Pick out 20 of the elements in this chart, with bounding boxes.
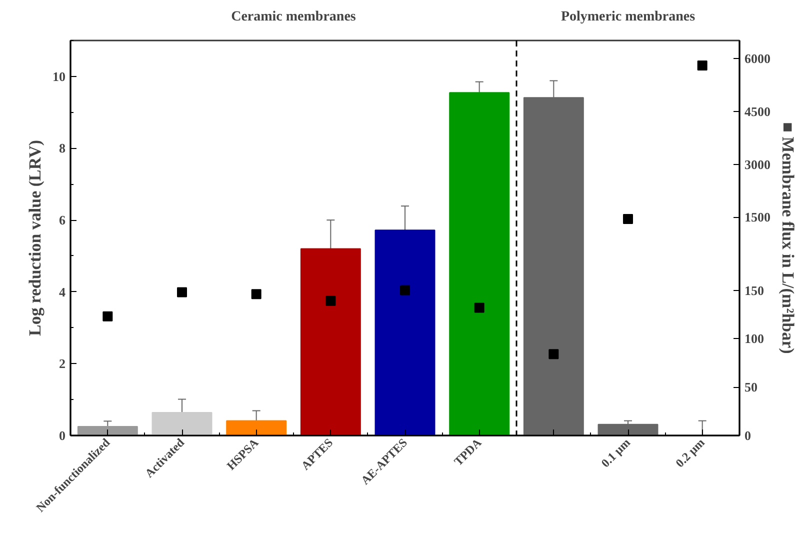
- y2-tick-label: 50: [744, 380, 758, 395]
- text: Polymeric membranes: [560, 10, 696, 24]
- y-tick-label: 2: [59, 356, 66, 372]
- y2-tick-label: 100: [744, 331, 764, 346]
- y3-tick-label: 3000: [744, 156, 770, 172]
- y-tick-label: 8: [59, 140, 66, 156]
- y2-axis-title: ■ Membrane flux in L/(m²hbar): [778, 122, 798, 354]
- y3-tick-label: 1500: [744, 210, 770, 225]
- y2-tick-label: 0: [744, 428, 751, 443]
- y-tick-label: 10: [52, 68, 66, 84]
- y-tick-label: 4: [59, 284, 66, 300]
- y-tick-label: 6: [59, 212, 66, 228]
- text: Ceramic membranes: [231, 10, 356, 24]
- y3-tick-label: 4500: [744, 104, 770, 119]
- y-axis-title: Log reduction value (LRV): [26, 140, 44, 336]
- y-tick-label: 0: [59, 428, 66, 443]
- y2-tick-label: 150: [744, 282, 764, 298]
- x-tick-label: 0.1 µm: [598, 436, 633, 470]
- y3-tick-label: 6000: [744, 50, 770, 66]
- x-tick-label: 0.2 µm: [672, 436, 708, 470]
